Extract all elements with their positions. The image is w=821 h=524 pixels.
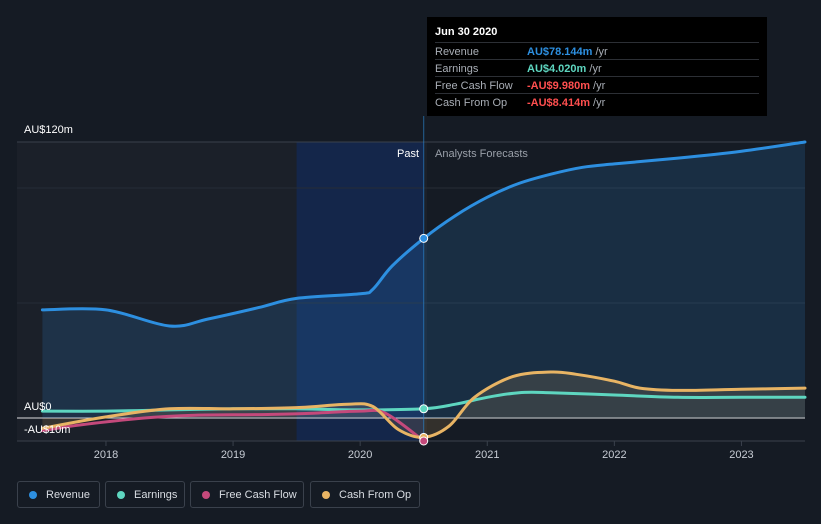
cash-from-op-line: [40, 370, 807, 439]
earnings-marker: [419, 404, 429, 414]
legend-dot-icon: [322, 491, 330, 499]
y-label-neg: -AU$10m: [24, 424, 70, 436]
x-tick-label: 2019: [221, 449, 245, 461]
tooltip-date: Jun 30 2020: [435, 26, 498, 38]
tooltip: Jun 30 2020 Revenue AU$78.144m /yr Earni…: [427, 17, 767, 116]
x-tick-label: 2021: [475, 449, 499, 461]
legend-cash-from-op[interactable]: Cash From Op: [310, 481, 420, 508]
legend-label: Free Cash Flow: [219, 489, 297, 501]
tooltip-row-free-cash-flow: Free Cash Flow -AU$9.980m /yr: [435, 76, 759, 94]
cash-from-op-area: [42, 371, 805, 438]
x-tick-label: 2022: [602, 449, 626, 461]
y-label-top: AU$120m: [24, 124, 73, 136]
revenue-marker: [419, 233, 429, 243]
legend-label: Cash From Op: [339, 489, 412, 501]
legend-dot-icon: [202, 491, 210, 499]
tooltip-value: -AU$8.414m /yr: [527, 97, 606, 109]
x-tick-label: 2023: [729, 449, 753, 461]
legend-dot-icon: [29, 491, 37, 499]
legend-earnings[interactable]: Earnings: [105, 481, 185, 508]
x-tick-label: 2020: [348, 449, 372, 461]
tooltip-name: Earnings: [435, 63, 479, 75]
x-tick-label: 2018: [94, 449, 118, 461]
tooltip-name: Cash From Op: [435, 97, 508, 109]
tooltip-value: AU$4.020m /yr: [527, 63, 602, 75]
tooltip-name: Free Cash Flow: [435, 80, 513, 92]
legend-revenue[interactable]: Revenue: [17, 481, 100, 508]
past-highlight: [296, 142, 424, 441]
past-label: Past: [397, 148, 419, 160]
free-cash-flow-marker: [419, 436, 429, 446]
legend-label: Earnings: [134, 489, 178, 501]
tooltip-name: Revenue: [435, 46, 480, 58]
y-label-zero: AU$0: [24, 401, 52, 413]
legend-free-cash-flow[interactable]: Free Cash Flow: [190, 481, 304, 508]
tooltip-row-cash-from-op: Cash From Op -AU$8.414m /yr: [435, 93, 759, 111]
legend-dot-icon: [117, 491, 125, 499]
forecast-label: Analysts Forecasts: [435, 148, 528, 160]
tooltip-value: AU$78.144m /yr: [527, 46, 608, 58]
legend-label: Revenue: [46, 489, 91, 501]
tooltip-row-revenue: Revenue AU$78.144m /yr: [435, 42, 759, 60]
tooltip-value: -AU$9.980m /yr: [527, 80, 606, 92]
tooltip-row-earnings: Earnings AU$4.020m /yr: [435, 59, 759, 77]
